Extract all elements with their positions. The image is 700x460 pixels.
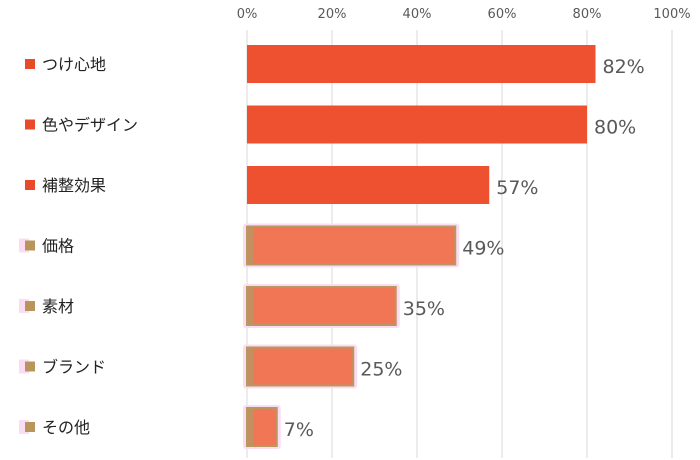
- category-marker: [25, 361, 35, 372]
- bar: [246, 225, 457, 266]
- bar-inner-edge: [248, 409, 253, 445]
- category-marker: [25, 240, 35, 251]
- category-label: つけ心地: [42, 55, 106, 74]
- x-tick-label: 20%: [318, 7, 347, 22]
- data-label: 25%: [360, 359, 402, 381]
- data-label: 7%: [284, 419, 314, 441]
- x-axis-ticks: 0% 20% 40% 60% 80% 100%: [237, 7, 691, 22]
- category-marker-glow: [19, 299, 29, 313]
- category-label: 補整効果: [42, 176, 106, 195]
- category-marker-glow: [19, 238, 29, 253]
- data-label: 49%: [462, 238, 504, 260]
- category-marker: [25, 180, 35, 190]
- category-label: 価格: [42, 237, 74, 256]
- category-label: 色やデザイン: [42, 116, 138, 135]
- bar-inner-edge: [248, 348, 253, 385]
- bar: [247, 105, 587, 144]
- bar-inner-edge: [248, 227, 253, 264]
- category-marker-glow: [19, 420, 29, 434]
- x-tick-label: 0%: [237, 7, 258, 22]
- data-labels: 82% 80% 57% 49% 35% 25% 7%: [284, 56, 645, 441]
- bars: [243, 45, 596, 449]
- category-marker-glow: [19, 359, 29, 374]
- data-label: 57%: [496, 177, 538, 199]
- bar: [246, 346, 355, 387]
- data-label: 35%: [403, 298, 445, 320]
- category-marker: [25, 422, 35, 432]
- category-label: ブランド: [42, 358, 106, 377]
- data-label: 80%: [594, 117, 636, 139]
- category-marker: [25, 301, 35, 311]
- category-marker: [25, 59, 35, 69]
- x-tick-label: 80%: [573, 7, 602, 22]
- bar: [247, 166, 490, 204]
- category-label: 素材: [42, 297, 74, 316]
- bar: [246, 286, 397, 326]
- bar: [247, 45, 596, 83]
- bar-inner-edge: [248, 288, 253, 324]
- category-marker: [25, 119, 35, 130]
- x-tick-label: 40%: [403, 7, 432, 22]
- data-label: 82%: [603, 56, 645, 78]
- x-tick-label: 100%: [653, 7, 690, 22]
- x-tick-label: 60%: [488, 7, 517, 22]
- category-label: その他: [42, 418, 90, 437]
